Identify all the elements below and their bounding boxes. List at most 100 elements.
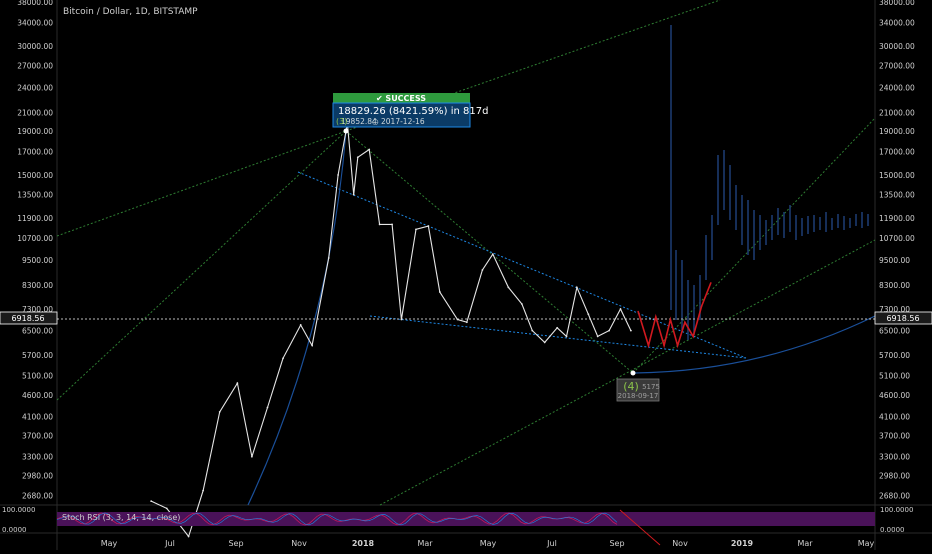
projection-point [647,344,650,347]
y-tick-label-right: 11900.00 [879,214,915,223]
low-info-box [616,378,660,402]
y-tick-label-left: 5100.00 [22,372,53,381]
success-banner [333,93,470,103]
y-tick-label-left: 38000.00 [17,0,53,7]
projection-point [710,282,712,284]
y-tick-label-right: 34000.00 [879,19,915,28]
top-price-text: 19852.84 [341,117,377,126]
low-wave-label: (4) [623,380,639,393]
x-tick-label: Nov [672,539,688,548]
y-tick-label-left: 3700.00 [22,431,53,440]
price-point [465,321,468,324]
y-tick-label-left: 7300.00 [22,305,53,314]
price-tag-right: 6918.56 [886,314,919,323]
price-point [576,286,578,289]
y-tick-label-left: 4100.00 [22,412,53,421]
y-tick-label-right: 2980.00 [879,472,910,481]
y-axis-left: 38000.00 34000.00 30000.00 27000.00 24000.00… [17,0,53,500]
y-tick-label-left: 5700.00 [22,351,53,360]
y-tick-label-right: 27000.00 [879,62,915,71]
price-point [507,286,510,289]
success-annotation[interactable]: ✔ SUCCESS 18829.26 (8421.59%) in 817d 19… [332,93,488,134]
low-price-text: 5175 [642,383,660,391]
price-point [311,344,314,347]
y-tick-label-left: 8300.00 [22,281,53,290]
stoch-projection-line [619,509,661,546]
price-point [337,174,339,176]
y-tick-label-right: 9500.00 [879,256,910,265]
y-tick-label-left: 2980.00 [22,472,53,481]
success-label: ✔ SUCCESS [376,94,426,103]
price-point [327,257,330,259]
projection-point [700,305,703,308]
green-line-steep [632,117,876,374]
projection-bars [670,25,869,340]
y-tick-label-left: 34000.00 [17,19,53,28]
channel-upper-line [297,171,747,359]
price-point [391,223,393,226]
x-tick-label: Sep [609,539,624,548]
y-tick-label-left: 30000.00 [17,42,53,51]
price-point [378,223,381,226]
stoch-tick-right-bottom: 0.0000 [880,526,905,534]
price-point [352,193,355,196]
y-tick-label-left: 6500.00 [22,327,53,336]
projection-point [637,310,639,313]
price-point [543,341,546,344]
low-marker [630,370,636,376]
projection-path [637,282,712,349]
price-point [596,335,599,338]
price-point [282,357,284,360]
price-point [368,148,371,151]
wave4-annotation[interactable]: (4) 5175 2018-09-17 [616,370,660,402]
projection-main-text: 18829.26 (8421.59%) in 817d [338,106,488,117]
x-tick-label: May [101,539,118,548]
price-point [299,324,302,326]
y-tick-label-left: 15000.00 [17,171,53,180]
top-marker [343,128,349,134]
price-point [556,326,559,329]
stoch-label: Stoch RSI (3, 3, 14, 14, close) [62,513,180,522]
y-tick-label-right: 7300.00 [879,305,910,314]
price-tag-left: 6918.56 [11,314,44,323]
price-point [427,225,430,227]
y-tick-label-left: 11900.00 [17,214,53,223]
y-tick-label-right: 5700.00 [879,351,910,360]
price-point [415,228,417,231]
y-tick-label-right: 15000.00 [879,171,915,180]
y-tick-label-left: 10700.00 [17,234,53,243]
y-tick-label-right: 4100.00 [879,412,910,421]
stoch-tick-right-top: 100.0000 [880,506,913,514]
y-tick-label-right: 6500.00 [879,327,910,336]
y-tick-label-right: 17000.00 [879,148,915,157]
y-tick-label-left: 2680.00 [22,491,53,500]
projection-point [663,344,665,347]
x-tick-label: Sep [228,539,243,548]
price-point [456,318,459,321]
price-tags: 6918.56 6918.56 [0,311,932,325]
x-tick-label: Mar [797,539,813,548]
price-point [202,489,204,492]
projection-points [637,282,712,347]
price-point [187,535,190,538]
price-point [520,303,523,305]
x-axis: May Jul Sep Nov 2018 Mar May Jul Sep Nov 2019 Mar Ma… [101,539,875,548]
price-point [250,455,253,458]
x-tick-label: Jul [164,539,175,548]
x-tick-label: May [480,539,497,548]
y-tick-label-left: 24000.00 [17,84,53,93]
price-point [165,507,168,510]
stoch-rsi-panel[interactable]: Stoch RSI (3, 3, 14, 14, close) 100.0000… [2,506,913,546]
low-date-text: 2018-09-17 [618,392,659,400]
y-tick-label-right: 3700.00 [879,431,910,440]
y-tick-label-right: 13500.00 [879,191,915,200]
projection-box [332,102,471,128]
price-point [438,291,441,293]
x-tick-label: 2018 [352,539,375,548]
price-point [236,382,239,385]
blue-channel-lines [297,171,747,359]
price-points [150,122,632,538]
price-point [531,329,534,332]
